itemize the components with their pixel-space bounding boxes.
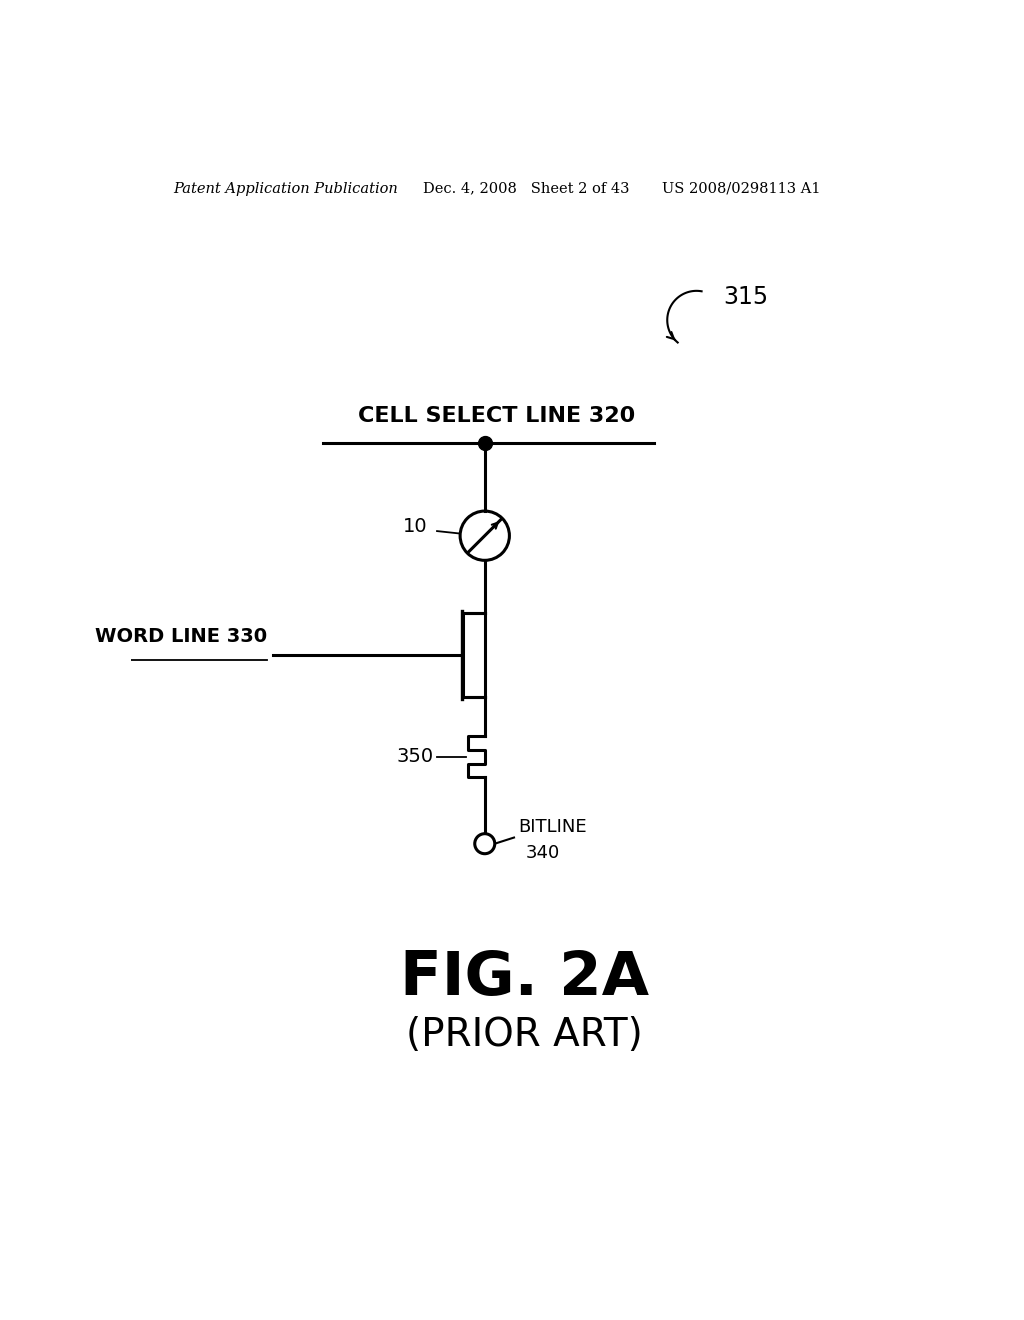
Text: CELL SELECT LINE 320: CELL SELECT LINE 320 <box>357 407 635 426</box>
Text: 340: 340 <box>525 843 560 862</box>
Text: 10: 10 <box>402 517 427 536</box>
Text: 350: 350 <box>396 747 433 766</box>
Text: FIG. 2A: FIG. 2A <box>400 949 649 1008</box>
Text: (PRIOR ART): (PRIOR ART) <box>407 1015 643 1053</box>
Circle shape <box>475 834 495 854</box>
Text: BITLINE: BITLINE <box>518 818 587 836</box>
Text: Dec. 4, 2008   Sheet 2 of 43: Dec. 4, 2008 Sheet 2 of 43 <box>423 182 630 195</box>
Text: WORD LINE 330: WORD LINE 330 <box>95 627 267 645</box>
Text: 315: 315 <box>724 285 769 309</box>
Text: US 2008/0298113 A1: US 2008/0298113 A1 <box>662 182 820 195</box>
Text: Patent Application Publication: Patent Application Publication <box>173 182 397 195</box>
